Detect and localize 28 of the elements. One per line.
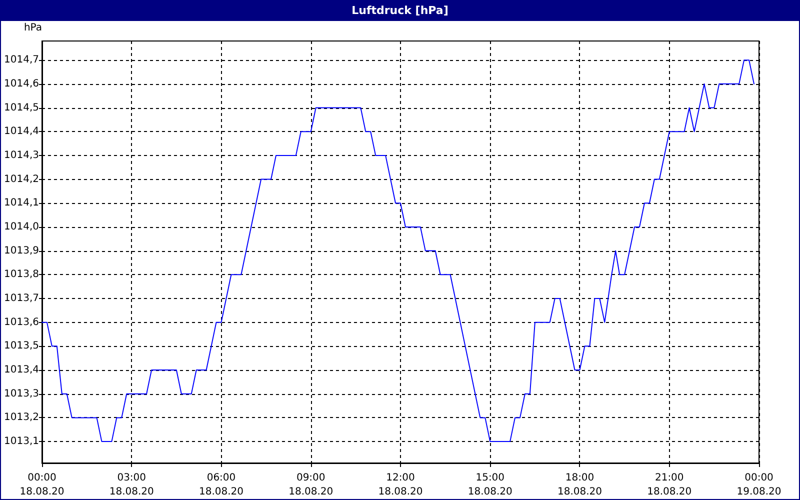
x-tick-label: 03:00 18.08.20: [109, 472, 154, 498]
y-tick-label: 1014,5: [4, 102, 39, 114]
y-tick-label: 1014,2: [4, 174, 39, 185]
y-tick-label: 1014,0: [4, 221, 39, 232]
y-tick-label: 1013,9: [4, 245, 39, 256]
y-tick-label: 1013,3: [4, 388, 39, 400]
y-axis-title: hPa: [24, 22, 42, 34]
x-tick-label: 09:00 18.08.20: [288, 472, 334, 498]
y-tick-label: 1013,6: [4, 316, 39, 328]
y-tick-label: 1014,6: [4, 78, 39, 90]
x-tick-label: 00:00 18.08.20: [20, 472, 64, 498]
y-tick-label: 1014,3: [4, 150, 39, 161]
y-tick-label: 1013,8: [4, 269, 39, 280]
y-tick-label: 1013,1: [4, 436, 39, 448]
x-tick-label: 00:00 19.08.20: [736, 472, 782, 498]
x-tick-label: 15:00 18.08.20: [468, 472, 512, 498]
y-tick-label: 1014,7: [4, 54, 39, 66]
y-tick-label: 1013,4: [4, 364, 39, 376]
y-tick-label: 1013,2: [4, 412, 39, 424]
x-tick-label: 06:00 18.08.20: [198, 472, 244, 498]
y-tick-label: 1013,7: [4, 292, 39, 304]
y-tick-label: 1014,1: [4, 198, 39, 209]
x-tick-label: 21:00 18.08.20: [647, 472, 692, 498]
chart-title: Luftdruck [hPa]: [1, 1, 799, 21]
y-tick-label: 1014,4: [4, 126, 39, 138]
x-tick-label: 12:00 18.08.20: [378, 472, 423, 498]
y-tick-label: 1013,5: [4, 340, 39, 352]
x-tick-label: 18:00 18.08.20: [557, 472, 602, 498]
